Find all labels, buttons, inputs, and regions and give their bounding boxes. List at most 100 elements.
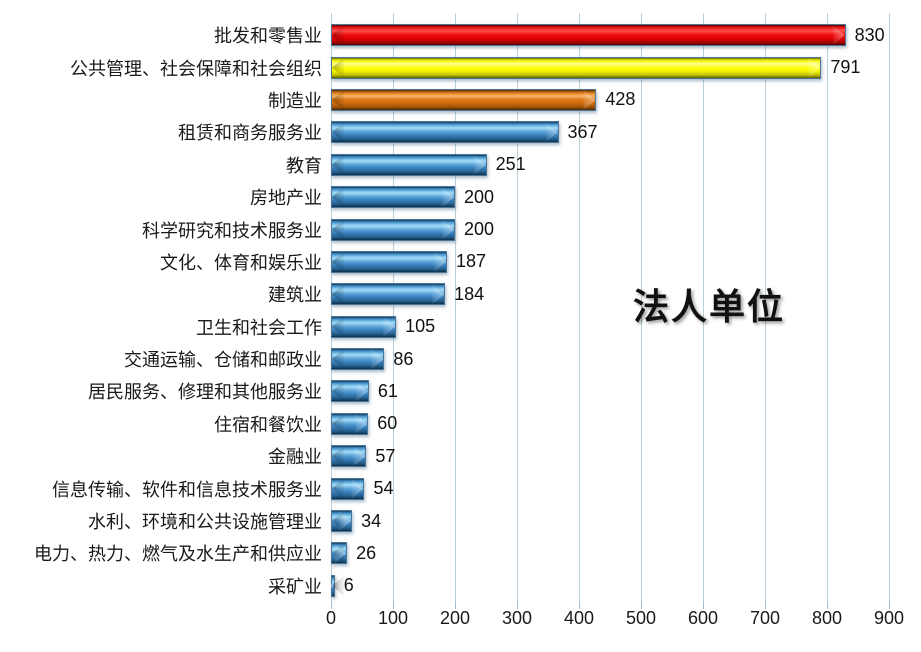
value-label: 26 [356,542,377,563]
value-label: 34 [361,510,382,531]
bar-track: 26 [331,537,889,569]
gridline [889,13,890,602]
chart-row: 住宿和餐饮业 60 [0,408,921,440]
category-label: 建筑业 [268,285,322,306]
axis-tick [455,602,456,609]
x-axis-labels: 0 100 200 300 400 500 600 700 800 900 [326,608,904,632]
bar-track: 367 [331,116,889,148]
bar-track: 54 [331,472,889,504]
chart-row: 居民服务、修理和其他服务业 61 [0,375,921,407]
value-label: 60 [377,413,398,434]
value-label: 57 [375,445,396,466]
category-label: 卫生和社会工作 [196,317,322,338]
category-label: 教育 [286,155,322,176]
gridline [827,13,828,602]
category-label: 租赁和商务服务业 [178,123,322,144]
x-axis-ticks [331,602,890,609]
category-label: 居民服务、修理和其他服务业 [88,382,322,403]
gridline [517,13,518,602]
axis-tick [889,602,890,609]
gridline [393,13,394,602]
chart-row: 水利、环境和公共设施管理业 34 [0,505,921,537]
bar-track: 200 [331,181,889,213]
value-label: 367 [567,121,598,142]
gridline [703,13,704,602]
chart-row: 房地产业 200 [0,181,921,213]
chart-row: 教育 251 [0,149,921,181]
chart-row: 制造业 428 [0,84,921,116]
x-axis-tick-label: 400 [563,608,595,628]
x-axis-tick-label: 300 [501,608,533,628]
chart-row: 卫生和社会工作 105 [0,311,921,343]
value-label: 791 [830,57,861,78]
gridline [765,13,766,602]
value-label: 187 [455,251,486,272]
bar [331,412,369,435]
x-axis-tick-label: 800 [811,608,843,628]
category-label: 批发和零售业 [214,26,322,47]
axis-tick [827,602,828,609]
bar [331,348,385,371]
bar [331,56,822,79]
bar [331,380,369,403]
bar-track: 34 [331,505,889,537]
bar-track: 830 [331,19,889,51]
bar [331,218,455,241]
x-axis-tick-label: 0 [325,608,337,628]
axis-tick [393,602,394,609]
bar [331,283,446,306]
x-axis-tick-label: 100 [377,608,409,628]
x-axis-tick-label: 200 [439,608,471,628]
value-label: 184 [454,283,485,304]
chart-row: 采矿业 6 [0,570,921,602]
category-label: 信息传输、软件和信息技术服务业 [52,479,322,500]
category-label: 制造业 [268,90,322,111]
chart-row: 公共管理、社会保障和社会组织 791 [0,51,921,83]
bar [331,477,365,500]
bar [331,88,597,111]
value-label: 86 [393,348,414,369]
bar-track: 251 [331,149,889,181]
category-label: 采矿业 [268,576,322,597]
category-label: 房地产业 [250,188,322,209]
bar-track: 61 [331,375,889,407]
chart-row: 建筑业 184 [0,278,921,310]
value-label: 61 [377,380,398,401]
category-label: 文化、体育和娱乐业 [160,252,322,273]
bar-track: 428 [331,84,889,116]
category-label: 住宿和餐饮业 [214,414,322,435]
chart-row: 电力、热力、燃气及水生产和供应业 26 [0,537,921,569]
value-label: 54 [373,478,394,499]
bar-track: 60 [331,408,889,440]
bar-track: 184 [331,278,889,310]
value-label: 200 [464,219,495,240]
bar-track: 187 [331,246,889,278]
bar-track: 105 [331,311,889,343]
bar-track: 86 [331,343,889,375]
bar [331,121,559,144]
chart-row: 金融业 57 [0,440,921,472]
gridline [455,13,456,602]
category-label: 交通运输、仓储和邮政业 [124,350,322,371]
bar-track: 57 [331,440,889,472]
value-label: 200 [464,186,495,207]
bar [331,24,846,47]
bar-track: 791 [331,51,889,83]
bar [331,153,487,176]
chart-row: 科学研究和技术服务业 200 [0,213,921,245]
value-label: 105 [405,316,436,337]
category-label: 水利、环境和公共设施管理业 [88,512,322,533]
chart-row: 批发和零售业 830 [0,19,921,51]
x-axis-tick-label: 900 [873,608,905,628]
category-label: 金融业 [268,447,322,468]
chart-row: 交通运输、仓储和邮政业 86 [0,343,921,375]
chart-row: 文化、体育和娱乐业 187 [0,246,921,278]
x-axis-tick-label: 600 [687,608,719,628]
bar [331,542,348,565]
axis-tick [641,602,642,609]
plot-gridlines [331,13,890,602]
bar [331,186,455,209]
chart-row: 租赁和商务服务业 367 [0,116,921,148]
bar-rows: 批发和零售业 830 公共管理、社会保障和社会组织 791 制造业 428 租赁和商务服务业… [0,19,921,602]
